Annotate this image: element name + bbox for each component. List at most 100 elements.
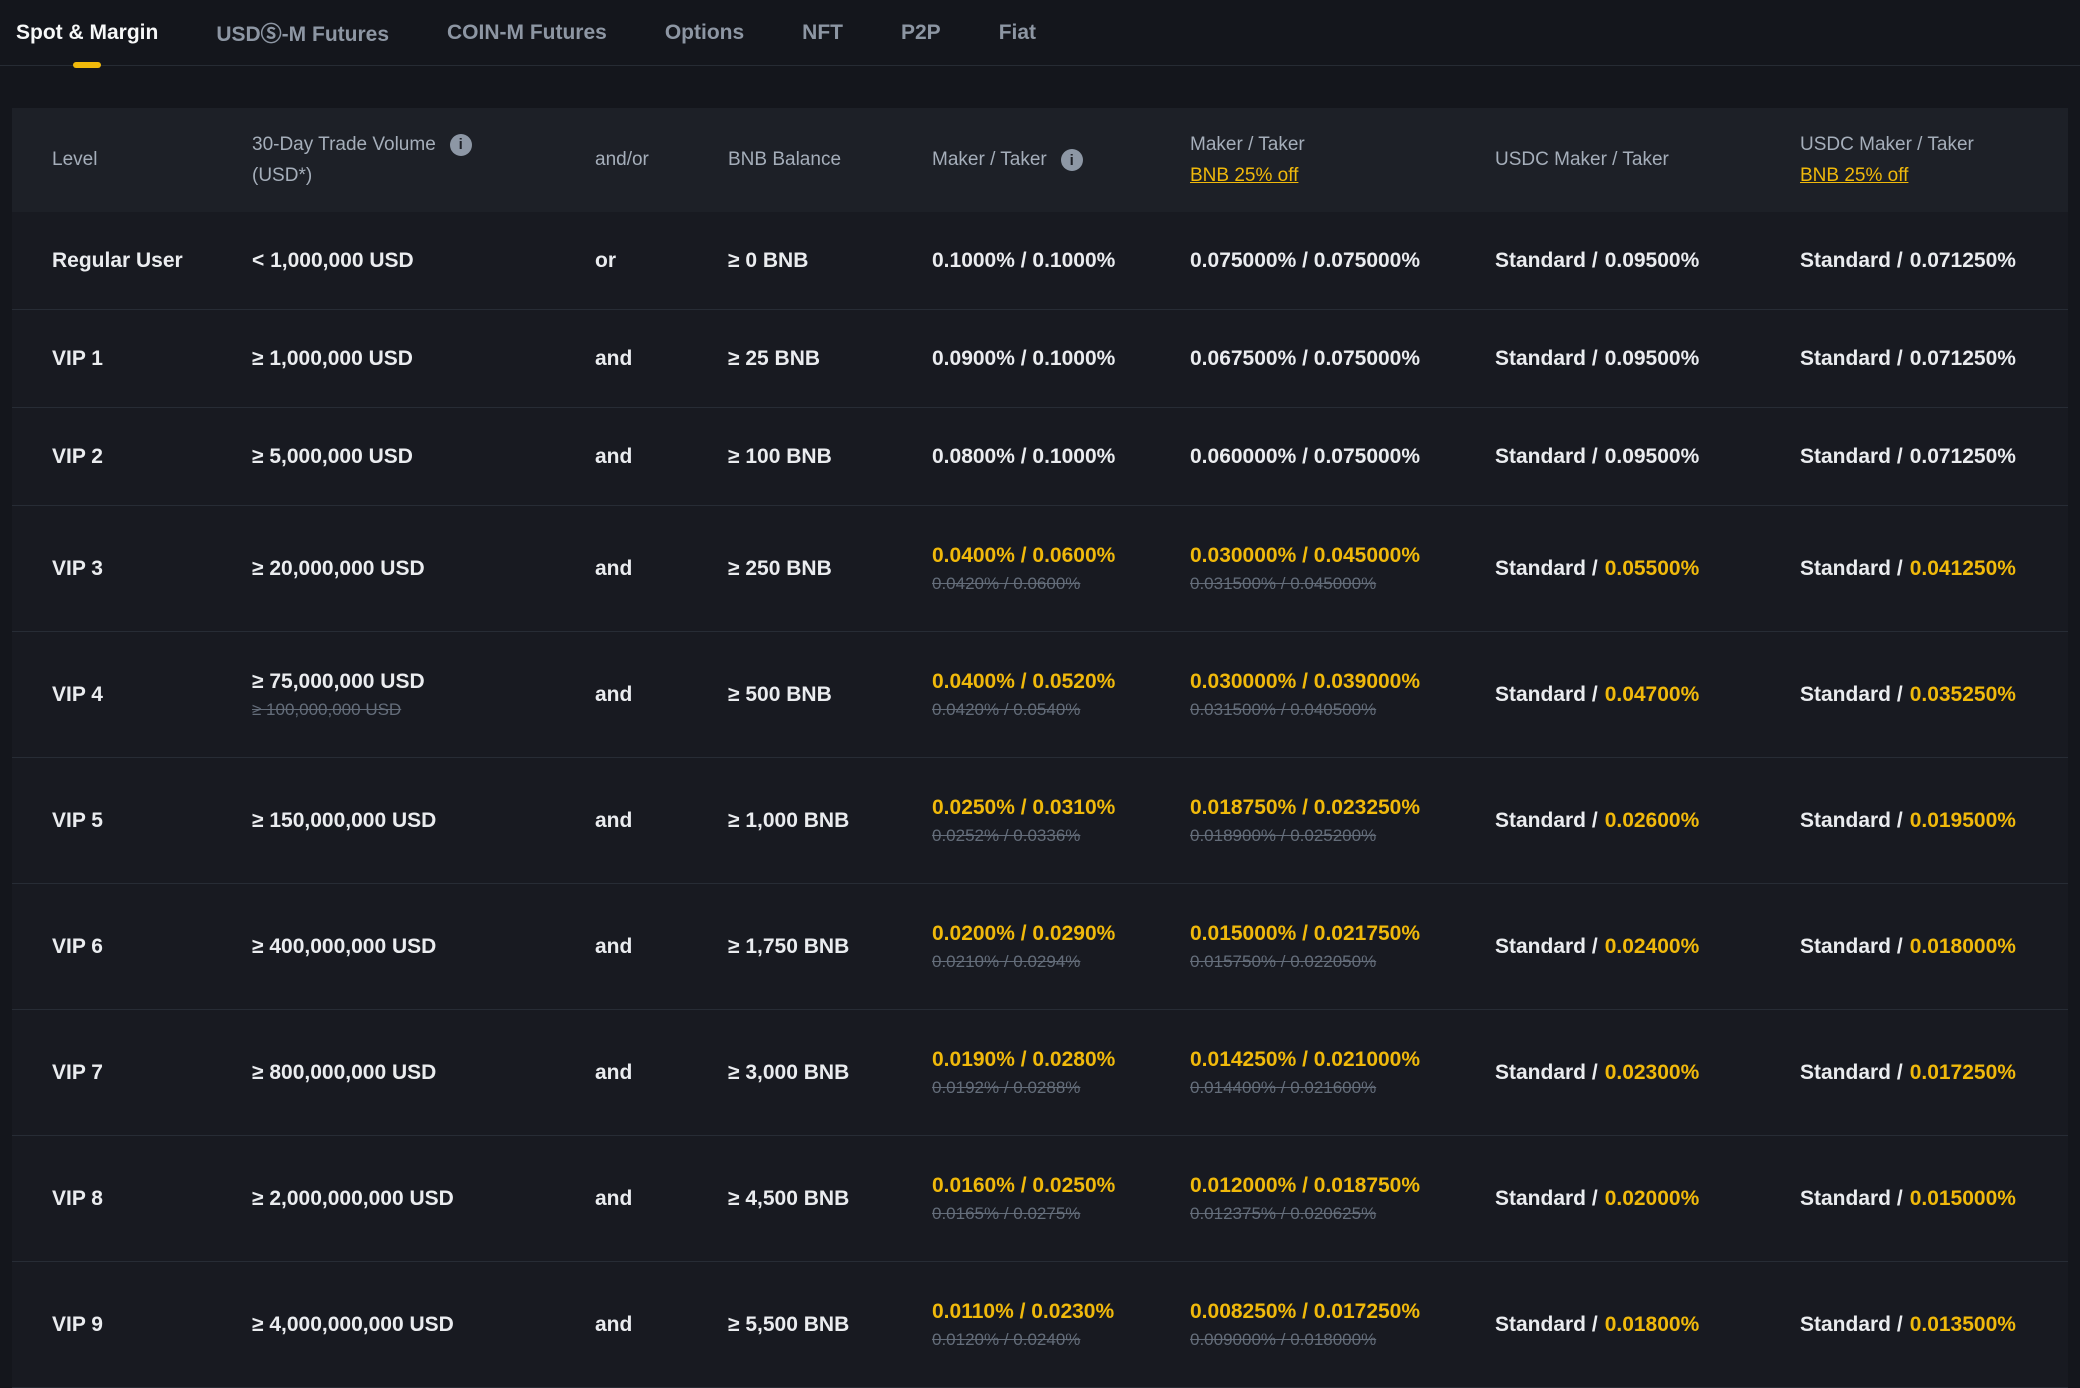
header-maker-taker-label: Maker / Taker [932, 149, 1047, 170]
usdc-value: 0.09500% [1604, 248, 1700, 272]
header-bnb-balance: BNB Balance [728, 149, 932, 171]
bnb-discount-link[interactable]: BNB 25% off [1190, 164, 1299, 186]
tab-options[interactable]: Options [665, 0, 744, 65]
usdc-value: 0.02300% [1604, 1060, 1700, 1084]
bnb-balance-cell: ≥ 100 BNB [728, 444, 832, 468]
trade-volume-cell: ≥ 150,000,000 USD [252, 809, 595, 833]
maker-taker-old: 0.0210% / 0.0294% [932, 951, 1081, 971]
trade-volume-cell: ≥ 1,000,000 USD [252, 347, 595, 371]
volume-current: ≥ 20,000,000 USD [252, 556, 425, 580]
maker-taker-bnb-cell: 0.018750% / 0.023250% 0.018900% / 0.0252… [1190, 796, 1495, 846]
trade-volume-cell: < 1,000,000 USD [252, 249, 595, 273]
maker-taker-bnb-old: 0.009000% / 0.018000% [1190, 1329, 1377, 1349]
maker-taker-bnb-old: 0.031500% / 0.040500% [1190, 699, 1377, 719]
andor-cell: and [595, 1060, 633, 1084]
volume-current: ≥ 2,000,000,000 USD [252, 1186, 454, 1210]
volume-current: < 1,000,000 USD [252, 248, 414, 272]
level-cell: VIP 7 [52, 1060, 103, 1084]
maker-taker-cell: 0.0160% / 0.0250% 0.0165% / 0.0275% [932, 1174, 1190, 1224]
tab-p2p[interactable]: P2P [901, 0, 941, 65]
maker-taker-bnb-current: 0.030000% / 0.039000% [1190, 669, 1421, 693]
andor-cell: and [595, 1186, 633, 1210]
usdc-value: 0.05500% [1604, 556, 1700, 580]
usdc-maker-taker-bnb-cell: Standard / 0.019500% [1800, 809, 2028, 833]
usdc-maker-taker-cell: Standard / 0.05500% [1495, 557, 1800, 581]
usdc-maker-taker-cell: Standard / 0.02000% [1495, 1187, 1800, 1211]
header-volume-label: 30-Day Trade Volume [252, 133, 436, 155]
header-usdc-maker-taker-bnb: USDC Maker / Taker BNB 25% off [1800, 134, 2028, 187]
usdc-prefix: Standard / [1495, 934, 1598, 958]
maker-taker-current: 0.0900% / 0.1000% [932, 346, 1116, 370]
maker-taker-bnb-current: 0.030000% / 0.045000% [1190, 543, 1421, 567]
level-cell: VIP 6 [52, 934, 103, 958]
tab-coin-m-futures[interactable]: COIN-M Futures [447, 0, 607, 65]
usdc-maker-taker-cell: Standard / 0.09500% [1495, 347, 1800, 371]
level-cell: VIP 1 [52, 346, 103, 370]
tab-fiat[interactable]: Fiat [999, 0, 1036, 65]
info-icon[interactable]: i [449, 133, 472, 156]
maker-taker-bnb-cell: 0.015000% / 0.021750% 0.015750% / 0.0220… [1190, 922, 1495, 972]
maker-taker-current: 0.0800% / 0.1000% [932, 444, 1116, 468]
trade-volume-cell: ≥ 75,000,000 USD ≥ 100,000,000 USD [252, 670, 595, 720]
table-row: VIP 1 ≥ 1,000,000 USD and ≥ 25 BNB 0.090… [12, 310, 2068, 408]
andor-cell: and [595, 556, 633, 580]
usdc-bnb-prefix: Standard / [1800, 682, 1903, 706]
bnb-balance-cell: ≥ 1,000 BNB [728, 808, 850, 832]
usdc-bnb-value: 0.041250% [1909, 556, 2016, 580]
maker-taker-bnb-cell: 0.030000% / 0.045000% 0.031500% / 0.0450… [1190, 544, 1495, 594]
usdc-bnb-value: 0.017250% [1909, 1060, 2016, 1084]
usdc-bnb-value: 0.071250% [1909, 248, 2016, 272]
maker-taker-bnb-current: 0.014250% / 0.021000% [1190, 1047, 1421, 1071]
trade-volume-cell: ≥ 5,000,000 USD [252, 445, 595, 469]
tab-nft[interactable]: NFT [802, 0, 843, 65]
andor-cell: and [595, 1312, 633, 1336]
usdc-prefix: Standard / [1495, 444, 1598, 468]
level-cell: VIP 8 [52, 1186, 103, 1210]
bnb-balance-cell: ≥ 1,750 BNB [728, 934, 850, 958]
maker-taker-bnb-old: 0.015750% / 0.022050% [1190, 951, 1377, 971]
maker-taker-old: 0.0420% / 0.0540% [932, 699, 1081, 719]
tab-spot-margin[interactable]: Spot & Margin [16, 0, 158, 65]
maker-taker-cell: 0.0200% / 0.0290% 0.0210% / 0.0294% [932, 922, 1190, 972]
usdc-maker-taker-bnb-cell: Standard / 0.071250% [1800, 347, 2028, 371]
usdc-prefix: Standard / [1495, 346, 1598, 370]
fee-table-body: Regular User < 1,000,000 USD or ≥ 0 BNB … [12, 212, 2068, 1388]
maker-taker-current: 0.0400% / 0.0520% [932, 669, 1116, 693]
usdc-prefix: Standard / [1495, 248, 1598, 272]
tab-usds-m-futures[interactable]: USDⓈ-M Futures [216, 0, 389, 65]
maker-taker-bnb-cell: 0.030000% / 0.039000% 0.031500% / 0.0405… [1190, 670, 1495, 720]
maker-taker-old: 0.0165% / 0.0275% [932, 1203, 1081, 1223]
usdc-prefix: Standard / [1495, 1312, 1598, 1336]
usdc-maker-taker-bnb-cell: Standard / 0.071250% [1800, 445, 2028, 469]
volume-current: ≥ 800,000,000 USD [252, 1060, 437, 1084]
header-andor-label: and/or [595, 149, 649, 170]
usdc-value: 0.09500% [1604, 346, 1700, 370]
maker-taker-cell: 0.0400% / 0.0600% 0.0420% / 0.0600% [932, 544, 1190, 594]
fee-category-tabs: Spot & Margin USDⓈ-M Futures COIN-M Futu… [0, 0, 2080, 66]
andor-cell: and [595, 682, 633, 706]
maker-taker-bnb-current: 0.067500% / 0.075000% [1190, 346, 1421, 370]
info-icon[interactable]: i [1060, 149, 1083, 171]
andor-cell: and [595, 934, 633, 958]
usdc-prefix: Standard / [1495, 556, 1598, 580]
header-maker-taker: Maker / Taker i [932, 149, 1190, 171]
fee-table: Level 30-Day Trade Volume i (USD*) and/o… [12, 108, 2068, 1388]
table-row: VIP 3 ≥ 20,000,000 USD and ≥ 250 BNB 0.0… [12, 506, 2068, 632]
volume-current: ≥ 1,000,000 USD [252, 346, 413, 370]
usdc-maker-taker-bnb-cell: Standard / 0.018000% [1800, 935, 2028, 959]
maker-taker-bnb-old: 0.014400% / 0.021600% [1190, 1077, 1377, 1097]
maker-taker-bnb-current: 0.075000% / 0.075000% [1190, 248, 1421, 272]
usdc-maker-taker-bnb-cell: Standard / 0.015000% [1800, 1187, 2028, 1211]
trade-volume-cell: ≥ 800,000,000 USD [252, 1061, 595, 1085]
usdc-value: 0.02000% [1604, 1186, 1700, 1210]
usdc-maker-taker-cell: Standard / 0.02600% [1495, 809, 1800, 833]
usdc-value: 0.09500% [1604, 444, 1700, 468]
usdc-bnb-prefix: Standard / [1800, 346, 1903, 370]
usdc-bnb-value: 0.018000% [1909, 934, 2016, 958]
table-row: VIP 9 ≥ 4,000,000,000 USD and ≥ 5,500 BN… [12, 1262, 2068, 1388]
bnb-discount-link[interactable]: BNB 25% off [1800, 164, 1909, 186]
usdc-prefix: Standard / [1495, 682, 1598, 706]
fee-table-header: Level 30-Day Trade Volume i (USD*) and/o… [12, 108, 2068, 212]
maker-taker-current: 0.0250% / 0.0310% [932, 795, 1116, 819]
maker-taker-bnb-current: 0.012000% / 0.018750% [1190, 1173, 1421, 1197]
